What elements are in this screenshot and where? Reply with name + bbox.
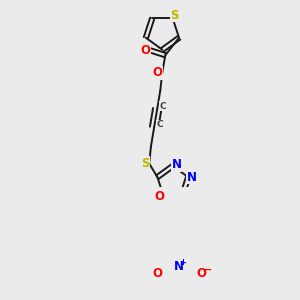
Text: O: O bbox=[196, 266, 206, 280]
Text: N: N bbox=[187, 171, 197, 184]
Text: N: N bbox=[174, 260, 184, 273]
Text: S: S bbox=[141, 157, 150, 170]
Text: +: + bbox=[179, 258, 186, 267]
Text: S: S bbox=[170, 9, 179, 22]
Text: C: C bbox=[160, 102, 166, 111]
Text: O: O bbox=[152, 266, 162, 280]
Text: O: O bbox=[153, 66, 163, 79]
Text: C: C bbox=[156, 120, 163, 129]
Text: N: N bbox=[172, 158, 182, 171]
Text: −: − bbox=[202, 265, 212, 275]
Text: O: O bbox=[154, 190, 165, 203]
Text: O: O bbox=[140, 44, 150, 57]
